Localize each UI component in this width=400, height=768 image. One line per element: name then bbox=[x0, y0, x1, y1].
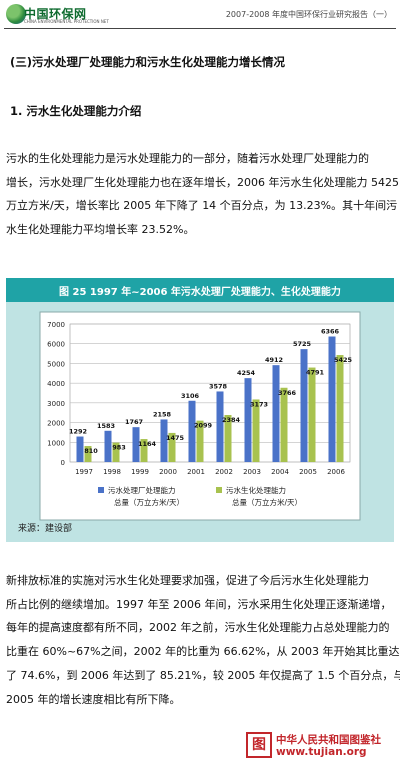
bar-biological bbox=[336, 355, 344, 462]
bar-biological bbox=[252, 399, 260, 462]
bar-total bbox=[76, 436, 84, 462]
globe-icon bbox=[6, 4, 26, 24]
report-title: 2007-2008 年度中国环保行业研究报告（一） bbox=[225, 10, 392, 19]
legend-swatch bbox=[216, 487, 222, 493]
data-label: 810 bbox=[84, 447, 98, 455]
data-label: 3578 bbox=[209, 382, 228, 390]
subsection-heading: 1. 污水生化处理能力介绍 bbox=[10, 104, 142, 118]
bar-biological bbox=[112, 442, 120, 462]
bar-biological bbox=[140, 439, 148, 462]
bar-biological bbox=[308, 367, 316, 462]
bar-total bbox=[300, 349, 308, 462]
y-tick-label: 5000 bbox=[47, 360, 65, 368]
bar-biological bbox=[196, 420, 204, 462]
data-label: 3766 bbox=[278, 389, 297, 397]
data-label: 983 bbox=[112, 444, 126, 452]
bar-biological bbox=[224, 415, 232, 462]
bar-biological bbox=[84, 446, 92, 462]
footer-url: www.tujian.org bbox=[276, 746, 367, 758]
x-tick-label: 2001 bbox=[187, 468, 205, 476]
bar-biological bbox=[168, 432, 176, 462]
y-tick-label: 0 bbox=[61, 459, 65, 467]
text-line: 了 74.6%，到 2006 年达到了 85.21%，较 2005 年仅提高了 … bbox=[6, 668, 400, 682]
footer-org-name: 中华人民共和国图鉴社 bbox=[276, 734, 381, 746]
legend-label: 污水处理厂处理能力 bbox=[108, 485, 176, 495]
page-header: 中国环保网 CHINA ENVIRONMENTAL PROTECTION NET… bbox=[0, 0, 400, 30]
bar-total bbox=[132, 427, 140, 462]
legend-label: 污水生化处理能力 bbox=[226, 485, 286, 495]
text-line: 新排放标准的实施对污水生化处理要求加强，促进了今后污水生化处理能力 bbox=[6, 574, 369, 587]
legend-label: 总量（万立方米/天） bbox=[114, 497, 184, 507]
text-line: 比重在 60%~67%之间，2002 年的比重为 66.62%，从 2003 年… bbox=[6, 645, 400, 659]
x-tick-label: 2003 bbox=[243, 468, 261, 476]
data-label: 4254 bbox=[237, 369, 256, 377]
data-label: 1292 bbox=[69, 428, 87, 436]
paragraph-analysis: 新排放标准的实施对污水生化处理要求加强，促进了今后污水生化处理能力 所占比例的继… bbox=[6, 569, 400, 711]
data-label: 1164 bbox=[138, 440, 157, 448]
data-label: 2158 bbox=[153, 410, 172, 418]
text-line: 每年的提高速度都有所不同，2002 年之前，污水生化处理能力占总处理能力的 bbox=[6, 621, 390, 635]
text-line: 所占比例的继续增加。1997 年至 2006 年间，污水采用生化处理正逐渐递增， bbox=[6, 597, 392, 611]
data-label: 3173 bbox=[250, 400, 268, 408]
bar-total bbox=[188, 400, 196, 462]
bar-total bbox=[244, 378, 252, 462]
x-tick-label: 2006 bbox=[327, 468, 345, 476]
site-logo: 中国环保网 CHINA ENVIRONMENTAL PROTECTION NET bbox=[6, 4, 109, 26]
figure-panel: 图 25 1997 年~2006 年污水处理厂处理能力、生化处理能力 0 1000… bbox=[6, 278, 394, 542]
data-label: 4791 bbox=[306, 369, 325, 377]
figure-source: 来源：建设部 bbox=[18, 524, 73, 534]
footer-watermark: 图 中华人民共和国图鉴社 www.tujian.org bbox=[246, 732, 396, 762]
bar-total bbox=[272, 365, 280, 462]
bar-chart: 0 1000 2000 3000 4000 5000 6000 7000 1292 810 1997… bbox=[39, 311, 361, 521]
x-tick-label: 1999 bbox=[131, 468, 149, 476]
x-tick-label: 2002 bbox=[215, 468, 233, 476]
x-tick-label: 1997 bbox=[75, 468, 93, 476]
data-label: 5725 bbox=[293, 340, 312, 348]
y-tick-label: 4000 bbox=[47, 380, 65, 388]
x-tick-label: 1998 bbox=[103, 468, 121, 476]
bar-total bbox=[160, 419, 168, 462]
figure-title-bar: 图 25 1997 年~2006 年污水处理厂处理能力、生化处理能力 bbox=[6, 278, 394, 302]
section-heading: (三)污水处理厂处理能力和污水生化处理能力增长情况 bbox=[10, 55, 286, 69]
bar-total bbox=[104, 430, 112, 462]
paragraph-intro: 污水的生化处理能力是污水处理能力的一部分，随着污水处理厂处理能力的 增长，污水处… bbox=[6, 147, 399, 242]
y-tick-label: 3000 bbox=[47, 400, 65, 408]
seal-logo: 图 bbox=[246, 732, 272, 758]
y-tick-label: 7000 bbox=[47, 321, 65, 329]
text-line: 2005 年的增长速度相比有所下降。 bbox=[6, 692, 181, 706]
data-label: 5425 bbox=[334, 356, 353, 364]
logo-text: 中国环保网 bbox=[24, 7, 87, 21]
y-tick-label: 2000 bbox=[47, 420, 65, 428]
x-tick-label: 2005 bbox=[299, 468, 317, 476]
data-label: 2099 bbox=[194, 422, 213, 430]
figure-title: 图 25 1997 年~2006 年污水处理厂处理能力、生化处理能力 bbox=[59, 287, 341, 298]
x-tick-label: 2004 bbox=[271, 468, 289, 476]
text-line: 万立方米/天，增长率比 2005 年下降了 14 个百分点，为 13.23%。其… bbox=[6, 199, 398, 213]
x-tick-label: 2000 bbox=[159, 468, 177, 476]
bar-biological bbox=[280, 387, 288, 462]
header-divider bbox=[4, 28, 396, 29]
data-label: 1583 bbox=[97, 422, 115, 430]
y-tick-label: 1000 bbox=[47, 439, 65, 447]
legend-swatch bbox=[98, 487, 104, 493]
data-label: 6366 bbox=[321, 327, 340, 335]
data-label: 1475 bbox=[166, 434, 185, 442]
data-label: 1767 bbox=[125, 418, 143, 426]
bar-total bbox=[216, 391, 224, 462]
logo-subtext: CHINA ENVIRONMENTAL PROTECTION NET bbox=[24, 19, 109, 24]
y-tick-label: 6000 bbox=[47, 341, 65, 349]
legend-label: 总量（万立方米/天） bbox=[232, 497, 302, 507]
data-label: 4912 bbox=[265, 356, 283, 364]
bar-total bbox=[328, 336, 336, 462]
data-label: 2384 bbox=[222, 416, 241, 424]
text-line: 污水的生化处理能力是污水处理能力的一部分，随着污水处理厂处理能力的 bbox=[6, 152, 369, 165]
text-line: 增长，污水处理厂生化处理能力也在逐年增长，2006 年污水生化处理能力 5425 bbox=[6, 175, 399, 189]
data-label: 3106 bbox=[181, 392, 200, 400]
text-line: 水生化处理能力平均增长率 23.52%。 bbox=[6, 223, 195, 237]
